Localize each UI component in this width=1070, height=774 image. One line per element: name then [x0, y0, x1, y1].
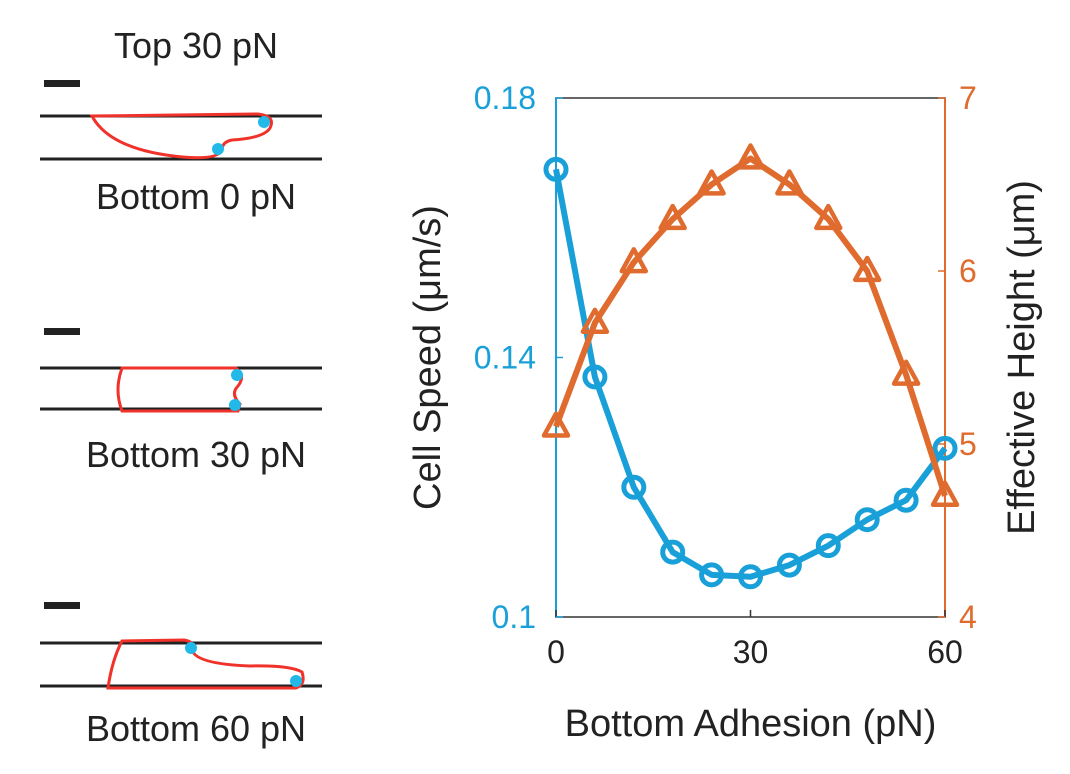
- cell-panel-bottom-0: Bottom 0 pN: [40, 80, 322, 217]
- height-point: [852, 255, 882, 283]
- right-tick-label: 7: [959, 80, 977, 116]
- top-adhesion-label: Top 30 pN: [114, 25, 278, 66]
- bottom-adhesion-label: Bottom 0 pN: [96, 176, 296, 217]
- marker-dot: [185, 642, 197, 654]
- marker-dot: [258, 116, 270, 128]
- left-axis-label: Cell Speed (μm/s): [407, 205, 449, 510]
- cell-panel-bottom-30: Bottom 30 pN: [40, 328, 322, 475]
- marker-dot: [290, 675, 302, 687]
- cell-schematics: Top 30 pN Bottom 0 pN Bottom 30 pN: [40, 25, 322, 749]
- cell-panel-bottom-60: Bottom 60 pN: [40, 602, 322, 749]
- chart: 0 30 60 0.1 0.14 0.18 4 5 6 7 Bottom Adhesion (…: [407, 80, 1043, 745]
- cell-outline: [89, 112, 273, 160]
- right-axis-label: Effective Height (μm): [1001, 180, 1043, 535]
- marker-dot: [231, 369, 243, 381]
- speed-point: [543, 156, 569, 182]
- speed-point: [699, 562, 725, 588]
- speed-point: [582, 364, 608, 390]
- height-series-line: [553, 155, 948, 497]
- x-tick-label: 60: [927, 634, 963, 670]
- marker-dot: [229, 399, 241, 411]
- left-tick-label: 0.14: [474, 340, 536, 376]
- height-point: [619, 247, 649, 274]
- right-axis-ticks: 4 5 6 7: [938, 80, 977, 635]
- speed-point: [738, 564, 763, 590]
- right-tick-label: 6: [959, 253, 977, 289]
- speed-point: [854, 507, 880, 533]
- height-point: [930, 480, 960, 507]
- plot-frame: [555, 97, 946, 618]
- left-tick-label: 0.1: [492, 599, 536, 635]
- height-point: [658, 203, 687, 231]
- speed-point: [815, 533, 841, 559]
- height-point: [541, 411, 571, 438]
- cell-outline: [116, 366, 243, 413]
- right-tick-label: 5: [959, 426, 977, 462]
- x-axis-label: Bottom Adhesion (pN): [565, 703, 937, 745]
- bottom-adhesion-label: Bottom 60 pN: [86, 708, 306, 749]
- height-point: [814, 203, 843, 231]
- marker-dot: [212, 143, 224, 155]
- speed-point: [893, 487, 919, 513]
- cell-outline: [106, 638, 305, 690]
- speed-point: [776, 552, 802, 578]
- speed-point: [660, 539, 686, 565]
- bottom-adhesion-label: Bottom 30 pN: [86, 434, 306, 475]
- height-point: [736, 143, 765, 170]
- speed-point: [932, 435, 958, 461]
- right-tick-label: 4: [959, 599, 977, 635]
- height-point: [775, 169, 804, 196]
- scale-bar: [44, 80, 80, 87]
- scale-bar: [44, 602, 80, 609]
- left-tick-label: 0.18: [474, 80, 536, 116]
- speed-point: [621, 474, 647, 500]
- speed-series-line: [553, 168, 948, 580]
- left-axis-ticks: 0.1 0.14 0.18: [474, 80, 563, 635]
- x-tick-label: 0: [547, 634, 565, 670]
- series-layer: [541, 143, 960, 590]
- scale-bar: [44, 328, 80, 335]
- height-point: [697, 169, 726, 196]
- x-axis-ticks: 0 30 60: [547, 610, 963, 670]
- x-tick-label: 30: [733, 634, 769, 670]
- height-point: [580, 307, 610, 334]
- height-point: [891, 359, 921, 386]
